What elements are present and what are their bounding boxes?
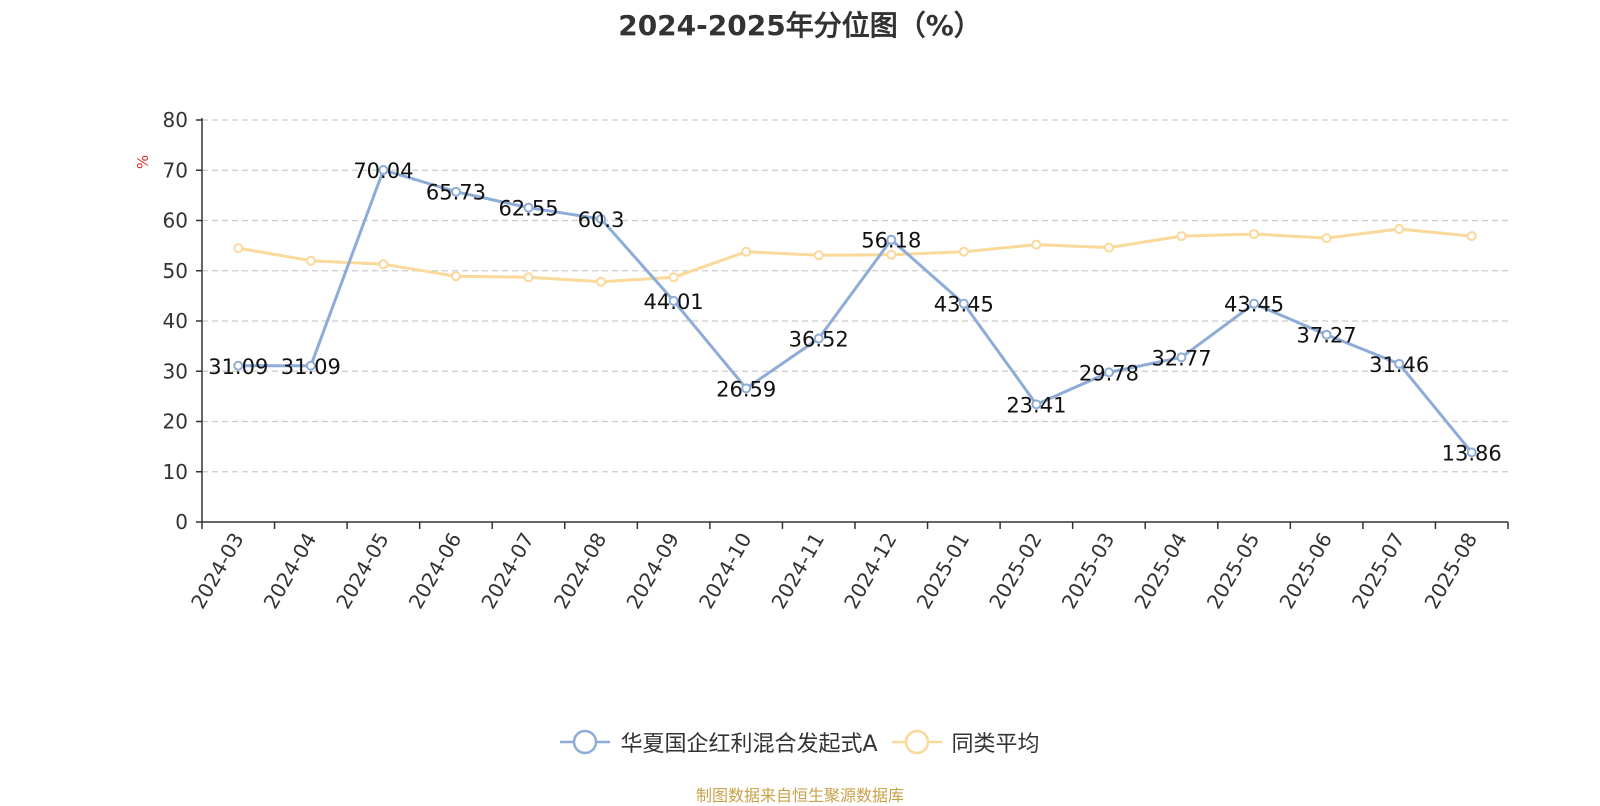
legend-line-circle-icon — [891, 729, 942, 755]
x-tick-label: 2025-03 — [1057, 529, 1120, 613]
x-tick-label: 2024-09 — [621, 529, 684, 613]
x-tick-label: 2025-05 — [1202, 529, 1265, 613]
legend-label-category-average: 同类平均 — [951, 732, 1040, 757]
data-point — [958, 298, 969, 309]
x-tick-label: 2025-06 — [1274, 529, 1337, 613]
y-tick-label: 20 — [163, 410, 188, 434]
data-point — [233, 243, 244, 254]
x-tick-label: 2024-11 — [766, 529, 829, 613]
data-point — [305, 255, 316, 266]
x-tick-label: 2025-04 — [1129, 529, 1192, 613]
y-tick-label: 80 — [163, 108, 188, 132]
data-label: 29.78 — [1079, 361, 1139, 385]
data-point — [523, 202, 534, 213]
data-labels: 31.09 31.09 70.04 65.73 62.55 60.3 44.01 26.59 3… — [208, 159, 1502, 465]
data-point — [450, 186, 461, 197]
data-point — [1176, 352, 1187, 363]
data-label: 31.09 — [281, 355, 341, 379]
data-label: 43.45 — [934, 293, 994, 317]
data-point — [523, 272, 534, 283]
data-label: 43.45 — [1224, 293, 1284, 317]
gridlines — [202, 119, 1508, 473]
legend-label-fund: 华夏国企红利混合发起式A — [620, 732, 878, 757]
legend-line-circle-icon — [560, 729, 611, 755]
legend-item-category-average[interactable]: 同类平均 — [891, 726, 1040, 758]
y-axis-label: % — [134, 155, 152, 169]
data-point — [1466, 447, 1477, 458]
data-point — [741, 246, 752, 257]
data-point — [813, 333, 824, 344]
y-tick-label: 10 — [163, 460, 188, 484]
legend: 华夏国企红利混合发起式A 同类平均 — [0, 726, 1600, 758]
series-line — [238, 168, 1473, 454]
data-label: 56.18 — [861, 229, 921, 253]
x-tick-label: 2025-08 — [1419, 529, 1482, 613]
y-tick-label: 30 — [163, 359, 188, 383]
data-point — [1466, 231, 1477, 242]
data-point — [813, 250, 824, 261]
data-point — [1031, 239, 1042, 250]
x-tick-label: 2024-12 — [839, 529, 902, 613]
series-line — [238, 227, 1472, 284]
x-tick-label: 2024-03 — [186, 529, 249, 613]
data-point — [886, 249, 897, 260]
data-point — [1249, 229, 1260, 240]
data-point — [1031, 399, 1042, 410]
x-tick-label: 2025-02 — [984, 529, 1047, 613]
data-point — [596, 213, 607, 224]
data-label: 26.59 — [716, 377, 776, 401]
data-label: 60.3 — [578, 208, 625, 232]
data-point — [1321, 329, 1332, 340]
data-point — [305, 360, 316, 371]
y-tick-label: 0 — [175, 510, 188, 534]
x-tick-label: 2025-07 — [1347, 529, 1410, 613]
data-point — [668, 295, 679, 306]
data-label: 70.04 — [353, 159, 413, 183]
series-lines — [233, 165, 1477, 458]
x-tick-label: 2024-04 — [259, 529, 322, 613]
data-point — [958, 246, 969, 257]
data-point — [1394, 358, 1405, 369]
data-point — [1103, 367, 1114, 378]
data-point — [1321, 233, 1332, 244]
x-tick-label: 2024-06 — [404, 529, 467, 613]
data-point — [741, 383, 752, 394]
data-label: 31.46 — [1369, 353, 1429, 377]
data-label: 37.27 — [1297, 324, 1357, 348]
data-point — [596, 276, 607, 287]
chart-title: 2024-2025年分位图（%） — [618, 9, 982, 42]
data-point — [886, 234, 897, 245]
data-label: 65.73 — [426, 181, 486, 205]
y-tick-label: 40 — [163, 309, 188, 333]
data-label: 32.77 — [1151, 346, 1211, 370]
data-point — [450, 271, 461, 282]
y-tick-label: 50 — [163, 259, 188, 283]
data-label: 36.52 — [789, 327, 849, 351]
data-point — [1103, 242, 1114, 253]
x-tick-label: 2024-08 — [549, 529, 612, 613]
data-point — [1249, 298, 1260, 309]
y-tick-label: 60 — [163, 209, 188, 233]
data-label: 62.55 — [498, 197, 558, 221]
data-point — [378, 165, 389, 176]
y-tick-label: 70 — [163, 158, 188, 182]
legend-item-fund[interactable]: 华夏国企红利混合发起式A — [560, 726, 878, 758]
x-tick-label: 2025-01 — [912, 529, 975, 613]
data-point — [378, 259, 389, 270]
x-tick-label: 2024-07 — [476, 529, 539, 613]
x-tick-label: 2024-10 — [694, 529, 757, 613]
data-label: 31.09 — [208, 355, 268, 379]
x-tick-label: 2024-05 — [331, 529, 394, 613]
data-point — [1176, 231, 1187, 242]
data-point — [668, 272, 679, 283]
source-note: 制图数据来自恒生聚源数据库 — [695, 786, 904, 805]
data-label: 23.41 — [1006, 393, 1066, 417]
data-label: 44.01 — [644, 290, 704, 314]
data-label: 13.86 — [1442, 441, 1502, 465]
data-point — [233, 360, 244, 371]
data-point — [1394, 224, 1405, 235]
